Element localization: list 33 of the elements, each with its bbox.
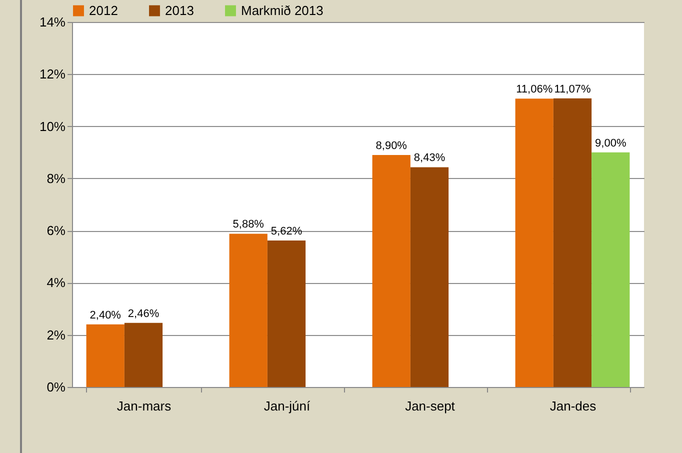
- data-label: 9,00%: [595, 137, 626, 150]
- x-tick-label: Jan-mars: [116, 398, 172, 414]
- x-tick-label: Jan-des: [550, 398, 597, 414]
- data-label: 8,90%: [376, 140, 408, 152]
- bar: [553, 98, 592, 387]
- bar: [515, 98, 554, 387]
- bar: [124, 322, 163, 387]
- y-tick-label: 8%: [46, 170, 66, 186]
- legend-label: 2012: [89, 2, 118, 18]
- legend-label: 2013: [165, 2, 194, 18]
- y-tick-label: 4%: [46, 275, 66, 290]
- x-tick-label: Jan-júní: [264, 398, 311, 414]
- data-label: 5,88%: [232, 218, 264, 231]
- y-tick-label: 0%: [46, 380, 66, 394]
- data-label: 2,40%: [90, 309, 122, 322]
- data-label: 11,07%: [554, 83, 591, 96]
- x-tick-label: Jan-sept: [405, 398, 456, 414]
- data-label: 8,43%: [414, 152, 446, 164]
- legend-label: Markmið 2013: [241, 2, 324, 18]
- data-label: 2,46%: [128, 308, 160, 320]
- bar: [410, 167, 449, 387]
- data-label: 11,06%: [516, 84, 553, 96]
- bar: [592, 152, 630, 387]
- y-tick-label: 14%: [39, 14, 66, 30]
- bar: [372, 154, 410, 387]
- bar: [267, 240, 306, 387]
- y-tick-label: 2%: [46, 327, 66, 342]
- y-tick-label: 10%: [39, 118, 66, 134]
- data-label: 5,62%: [270, 225, 302, 238]
- bar: [229, 234, 268, 387]
- y-tick-label: 12%: [39, 66, 66, 82]
- bar: [86, 324, 124, 387]
- y-tick-label: 6%: [46, 223, 66, 238]
